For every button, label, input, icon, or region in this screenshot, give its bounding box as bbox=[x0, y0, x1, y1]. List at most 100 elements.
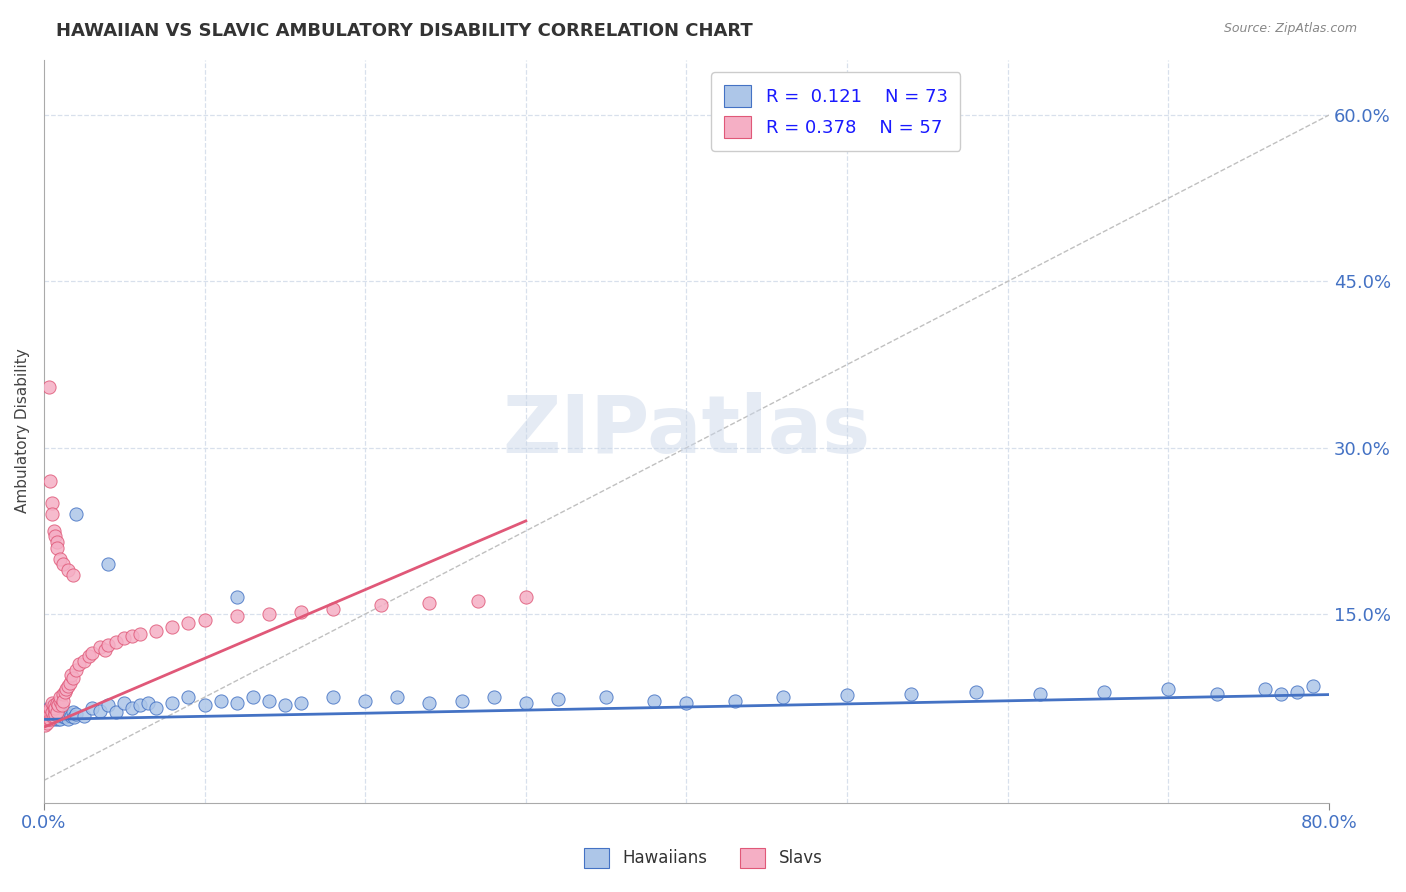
Point bbox=[112, 632, 135, 646]
Legend: R =  0.121    N = 73, R = 0.378    N = 57: R = 0.121 N = 73, R = 0.378 N = 57 bbox=[711, 72, 960, 151]
Point bbox=[39, 706, 62, 721]
Point bbox=[49, 690, 72, 705]
Point bbox=[65, 663, 87, 677]
Point bbox=[41, 496, 63, 510]
Text: Source: ZipAtlas.com: Source: ZipAtlas.com bbox=[1223, 22, 1357, 36]
Point bbox=[42, 524, 65, 538]
Point bbox=[162, 620, 184, 634]
Point bbox=[52, 687, 75, 701]
Point bbox=[56, 563, 79, 577]
Point bbox=[45, 710, 67, 724]
Point bbox=[73, 654, 96, 668]
Point bbox=[97, 638, 120, 652]
Point bbox=[63, 710, 86, 724]
Point bbox=[45, 706, 67, 721]
Point bbox=[1157, 682, 1180, 697]
Point bbox=[56, 679, 79, 693]
Point bbox=[515, 696, 537, 710]
Point bbox=[46, 713, 69, 727]
Text: HAWAIIAN VS SLAVIC AMBULATORY DISABILITY CORRELATION CHART: HAWAIIAN VS SLAVIC AMBULATORY DISABILITY… bbox=[56, 22, 754, 40]
Point bbox=[136, 696, 159, 710]
Point bbox=[38, 380, 60, 394]
Point bbox=[38, 713, 60, 727]
Point bbox=[41, 713, 63, 727]
Point bbox=[450, 693, 472, 707]
Point bbox=[53, 710, 76, 724]
Point bbox=[112, 696, 135, 710]
Point bbox=[45, 535, 67, 549]
Point bbox=[724, 693, 747, 707]
Point bbox=[41, 709, 63, 723]
Point bbox=[225, 591, 247, 605]
Point bbox=[835, 688, 858, 702]
Point bbox=[42, 701, 65, 715]
Point bbox=[41, 705, 63, 719]
Point bbox=[39, 706, 62, 721]
Point bbox=[129, 698, 152, 712]
Point bbox=[41, 705, 63, 719]
Point bbox=[51, 698, 73, 712]
Point bbox=[44, 704, 66, 718]
Point bbox=[73, 709, 96, 723]
Point bbox=[34, 718, 56, 732]
Point bbox=[97, 698, 120, 712]
Point bbox=[37, 713, 59, 727]
Point bbox=[45, 705, 67, 719]
Point bbox=[290, 605, 312, 619]
Point bbox=[1092, 684, 1115, 698]
Point bbox=[242, 690, 264, 705]
Point bbox=[467, 594, 489, 608]
Point bbox=[39, 709, 62, 723]
Point bbox=[89, 640, 111, 655]
Point bbox=[1205, 687, 1227, 701]
Point bbox=[547, 692, 569, 706]
Point bbox=[45, 696, 67, 710]
Point bbox=[37, 705, 59, 719]
Point bbox=[49, 713, 72, 727]
Point bbox=[49, 693, 72, 707]
Point bbox=[44, 529, 66, 543]
Point bbox=[354, 693, 377, 707]
Point bbox=[370, 598, 392, 612]
Point bbox=[41, 508, 63, 522]
Point bbox=[42, 709, 65, 723]
Point bbox=[39, 713, 62, 727]
Point bbox=[62, 672, 84, 686]
Point bbox=[1270, 687, 1292, 701]
Point bbox=[52, 557, 75, 571]
Point bbox=[121, 629, 143, 643]
Point bbox=[52, 693, 75, 707]
Point bbox=[177, 615, 200, 630]
Point bbox=[1302, 679, 1324, 693]
Point bbox=[38, 701, 60, 715]
Point bbox=[121, 701, 143, 715]
Point bbox=[44, 713, 66, 727]
Point bbox=[46, 709, 69, 723]
Point bbox=[257, 693, 280, 707]
Point bbox=[94, 642, 117, 657]
Point bbox=[145, 624, 167, 638]
Point bbox=[77, 649, 100, 664]
Point bbox=[193, 698, 215, 712]
Point bbox=[37, 709, 59, 723]
Point bbox=[177, 690, 200, 705]
Point bbox=[772, 690, 794, 705]
Point bbox=[60, 668, 83, 682]
Point bbox=[418, 596, 440, 610]
Point bbox=[1285, 684, 1308, 698]
Legend: Hawaiians, Slavs: Hawaiians, Slavs bbox=[576, 841, 830, 875]
Point bbox=[37, 715, 59, 730]
Point bbox=[46, 698, 69, 712]
Point bbox=[900, 687, 922, 701]
Point bbox=[41, 696, 63, 710]
Point bbox=[225, 696, 247, 710]
Point bbox=[322, 601, 344, 615]
Point bbox=[418, 696, 440, 710]
Point bbox=[34, 713, 56, 727]
Point bbox=[60, 709, 83, 723]
Point bbox=[67, 657, 90, 671]
Point bbox=[45, 541, 67, 555]
Point bbox=[44, 706, 66, 721]
Point bbox=[1254, 682, 1277, 697]
Text: ZIPatlas: ZIPatlas bbox=[502, 392, 870, 470]
